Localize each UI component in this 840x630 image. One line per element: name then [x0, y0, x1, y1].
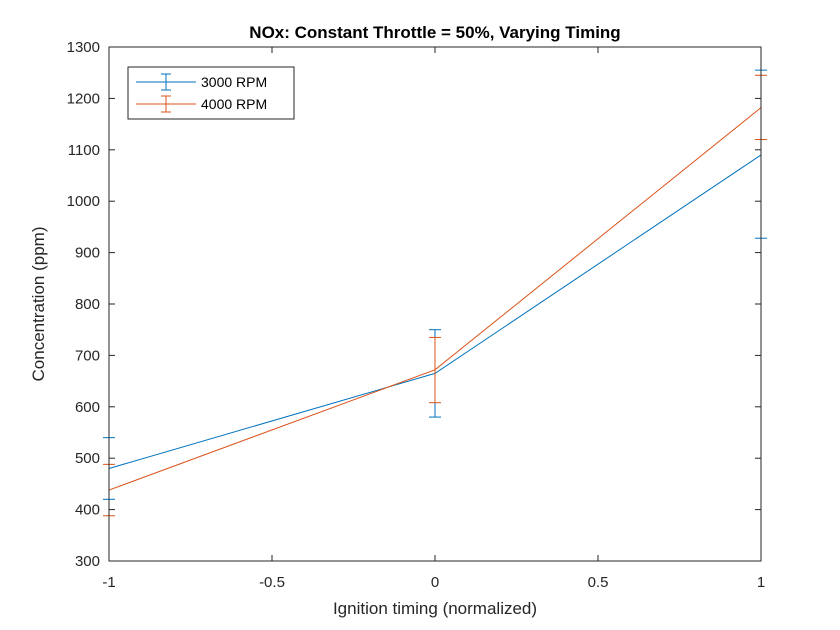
- legend-label: 3000 RPM: [201, 74, 267, 90]
- x-tick-label: 0: [431, 574, 439, 591]
- legend-entry: 3000 RPM: [136, 73, 267, 91]
- y-tick-label: 1000: [67, 193, 100, 210]
- x-tick-label: 1: [757, 574, 765, 591]
- y-tick-label: 1300: [67, 39, 100, 56]
- y-tick-label: 900: [75, 245, 100, 262]
- legend: 3000 RPM 4000 RPM: [127, 66, 295, 120]
- legend-entry: 4000 RPM: [136, 95, 267, 113]
- y-tick-label: 400: [75, 502, 100, 519]
- y-tick-label: 800: [75, 296, 100, 313]
- x-axis-label: Ignition timing (normalized): [333, 599, 537, 618]
- legend-box: [127, 66, 295, 120]
- y-axis-label: Concentration (ppm): [29, 227, 48, 382]
- x-tick-label: 0.5: [588, 574, 609, 591]
- error-bar: [429, 336, 441, 404]
- plot-area: [109, 47, 761, 561]
- legend-label: 4000 RPM: [201, 96, 267, 112]
- x-tick-label: -1: [102, 574, 115, 591]
- tick-layer: -1 -0.5 0 0.5 130040050060070080090010001100…: [67, 39, 766, 591]
- x-tick-label: -0.5: [259, 574, 285, 591]
- y-tick-label: 700: [75, 347, 100, 364]
- y-tick-label: 600: [75, 399, 100, 416]
- y-tick-label: 500: [75, 450, 100, 467]
- y-tick-label: 1200: [67, 90, 100, 107]
- y-tick-label: 1100: [68, 142, 100, 159]
- chart-title: NOx: Constant Throttle = 50%, Varying Ti…: [249, 23, 620, 42]
- y-tick-label: 300: [75, 553, 100, 570]
